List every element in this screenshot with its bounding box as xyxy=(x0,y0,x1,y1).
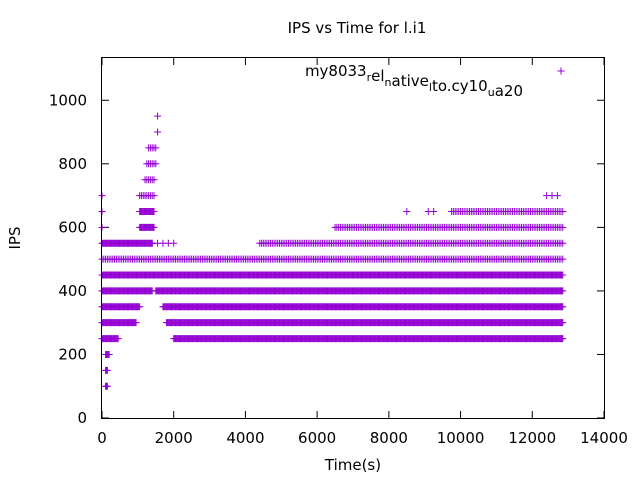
data-point xyxy=(559,303,567,311)
axis-ticks: 0 2000 4000 6000 8000 10000 12000 14000 0 200 400 6… xyxy=(49,58,628,447)
x-tick-label: 6000 xyxy=(298,429,336,447)
legend-text-part: u xyxy=(488,86,495,99)
x-tick-label: 0 xyxy=(97,429,107,447)
data-point xyxy=(105,350,113,358)
data-point xyxy=(559,335,567,343)
legend-text-part: n xyxy=(385,76,392,89)
x-tick-label: 8000 xyxy=(370,429,408,447)
y-tick-label: 400 xyxy=(58,282,87,300)
legend-text-part: a20 xyxy=(495,82,523,100)
x-tick-label: 4000 xyxy=(226,429,264,447)
legend-text-part: to.cy10 xyxy=(432,77,488,95)
y-tick-label: 200 xyxy=(58,345,87,363)
x-tick-label: 10000 xyxy=(437,429,485,447)
y-axis-label: IPS xyxy=(6,227,24,250)
data-point xyxy=(559,319,567,327)
chart-title: IPS vs Time for l.i1 xyxy=(288,19,427,37)
data-point xyxy=(103,382,111,390)
legend-text-part: my8033 xyxy=(305,62,367,80)
x-tick-label: 12000 xyxy=(508,429,556,447)
data-point xyxy=(132,319,140,327)
data-points xyxy=(98,112,567,390)
x-axis-label: Time(s) xyxy=(324,456,381,474)
y-tick-label: 0 xyxy=(77,409,87,427)
y-tick-label: 800 xyxy=(58,155,87,173)
data-point xyxy=(114,335,122,343)
y-tick-label: 600 xyxy=(58,218,87,236)
legend-text-part: ative xyxy=(392,72,429,90)
x-tick-label: 14000 xyxy=(580,429,628,447)
data-point xyxy=(103,366,111,374)
y-tick-label: 1000 xyxy=(49,91,87,109)
x-tick-label: 2000 xyxy=(155,429,193,447)
legend-text-part: el xyxy=(371,67,384,85)
data-point xyxy=(136,303,144,311)
